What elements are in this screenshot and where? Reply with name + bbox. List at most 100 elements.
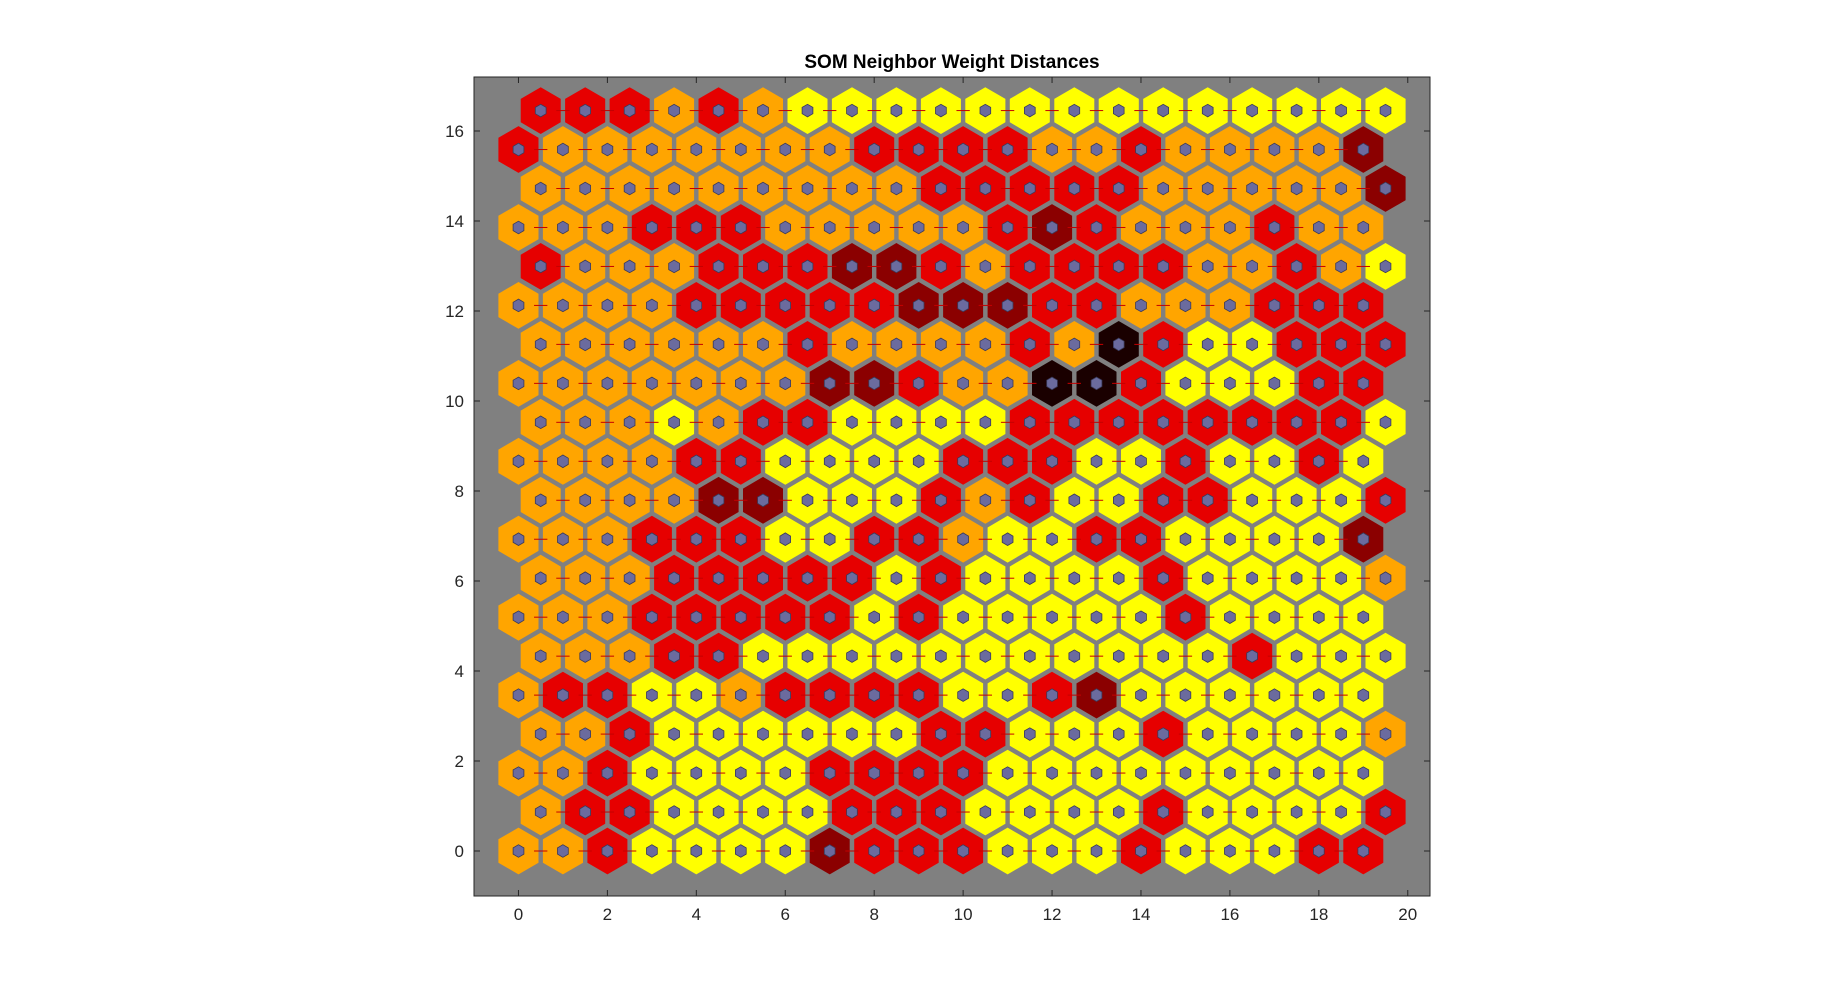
neuron-node bbox=[1246, 493, 1258, 508]
neuron-node bbox=[668, 337, 680, 352]
neuron-node bbox=[1246, 259, 1258, 274]
neuron-node bbox=[868, 532, 880, 546]
neuron-node bbox=[1246, 103, 1258, 118]
neuron-node bbox=[1357, 532, 1370, 546]
neuron-node bbox=[1313, 688, 1325, 702]
neuron-node bbox=[846, 103, 858, 118]
neuron-node bbox=[1001, 610, 1014, 624]
neuron-node bbox=[690, 220, 703, 235]
neuron-node bbox=[1090, 220, 1103, 235]
neuron-node bbox=[712, 103, 725, 118]
neuron-node bbox=[979, 259, 992, 274]
neuron-node bbox=[912, 688, 925, 702]
neuron-node bbox=[1157, 649, 1169, 663]
neuron-node bbox=[779, 532, 791, 546]
x-tick-label: 18 bbox=[1309, 905, 1328, 924]
neuron-node bbox=[1201, 493, 1214, 508]
neuron-node bbox=[779, 766, 791, 780]
neuron-node bbox=[512, 220, 525, 235]
neuron-node bbox=[512, 688, 525, 702]
neuron-node bbox=[1113, 337, 1125, 352]
neuron-node bbox=[512, 766, 525, 780]
neuron-node bbox=[1046, 610, 1058, 624]
neuron-node bbox=[1179, 376, 1192, 391]
neuron-node bbox=[1135, 376, 1147, 391]
neuron-node bbox=[979, 493, 992, 508]
neuron-node bbox=[801, 805, 814, 819]
neuron-node bbox=[623, 493, 636, 508]
neuron-node bbox=[1357, 298, 1370, 313]
neuron-node bbox=[868, 688, 880, 702]
neuron-node bbox=[868, 610, 880, 624]
neuron-node bbox=[1290, 337, 1303, 352]
neuron-node bbox=[690, 142, 703, 157]
neuron-node bbox=[1224, 376, 1236, 391]
neuron-node bbox=[890, 337, 903, 352]
neuron-node bbox=[668, 103, 680, 118]
neuron-node bbox=[601, 454, 614, 469]
neuron-node bbox=[1046, 688, 1058, 702]
neuron-node bbox=[1201, 571, 1214, 585]
neuron-node bbox=[1246, 415, 1258, 430]
neuron-node bbox=[1090, 844, 1103, 858]
neuron-node bbox=[534, 571, 547, 585]
neuron-node bbox=[912, 376, 925, 391]
neuron-node bbox=[846, 571, 858, 585]
neuron-node bbox=[1024, 337, 1036, 352]
neuron-node bbox=[1090, 532, 1103, 546]
neuron-node bbox=[1268, 220, 1281, 235]
neuron-node bbox=[1201, 259, 1214, 274]
neuron-node bbox=[690, 298, 703, 313]
neuron-node bbox=[912, 220, 925, 235]
neuron-node bbox=[1046, 220, 1058, 235]
neuron-node bbox=[1024, 415, 1036, 430]
neuron-node bbox=[690, 688, 703, 702]
neuron-node bbox=[1001, 532, 1014, 546]
neuron-node bbox=[1290, 805, 1303, 819]
neuron-node bbox=[1113, 103, 1125, 118]
neuron-node bbox=[1024, 493, 1036, 508]
neuron-node bbox=[912, 454, 925, 469]
neuron-node bbox=[579, 337, 591, 352]
neuron-node bbox=[801, 493, 814, 508]
neuron-node bbox=[1224, 688, 1236, 702]
neuron-node bbox=[735, 376, 747, 391]
neuron-node bbox=[957, 454, 969, 469]
neuron-node bbox=[1290, 415, 1303, 430]
neuron-node bbox=[957, 532, 969, 546]
y-tick-label: 6 bbox=[455, 572, 464, 591]
neuron-node bbox=[1068, 103, 1081, 118]
neuron-node bbox=[979, 415, 992, 430]
neuron-node bbox=[1068, 493, 1081, 508]
neuron-node bbox=[579, 181, 591, 196]
neuron-node bbox=[1179, 298, 1192, 313]
neuron-node bbox=[801, 415, 814, 430]
x-tick-label: 14 bbox=[1132, 905, 1151, 924]
neuron-node bbox=[957, 142, 969, 157]
neuron-node bbox=[512, 454, 525, 469]
neuron-node bbox=[623, 337, 636, 352]
neuron-node bbox=[534, 337, 547, 352]
neuron-node bbox=[979, 337, 992, 352]
neuron-node bbox=[823, 298, 836, 313]
neuron-node bbox=[1201, 181, 1214, 196]
neuron-node bbox=[1113, 649, 1125, 663]
neuron-node bbox=[1357, 220, 1370, 235]
neuron-node bbox=[623, 805, 636, 819]
neuron-node bbox=[801, 571, 814, 585]
neuron-node bbox=[1335, 415, 1347, 430]
neuron-node bbox=[1335, 571, 1347, 585]
neuron-node bbox=[712, 415, 725, 430]
neuron-node bbox=[1224, 454, 1236, 469]
neuron-node bbox=[534, 493, 547, 508]
neuron-node bbox=[1135, 844, 1147, 858]
neuron-node bbox=[646, 376, 658, 391]
neuron-node bbox=[735, 220, 747, 235]
neuron-node bbox=[1379, 103, 1392, 118]
y-tick-label: 12 bbox=[445, 302, 464, 321]
neuron-node bbox=[1313, 220, 1325, 235]
neuron-node bbox=[890, 571, 903, 585]
neuron-node bbox=[1179, 844, 1192, 858]
neuron-node bbox=[579, 259, 591, 274]
neuron-node bbox=[1113, 571, 1125, 585]
